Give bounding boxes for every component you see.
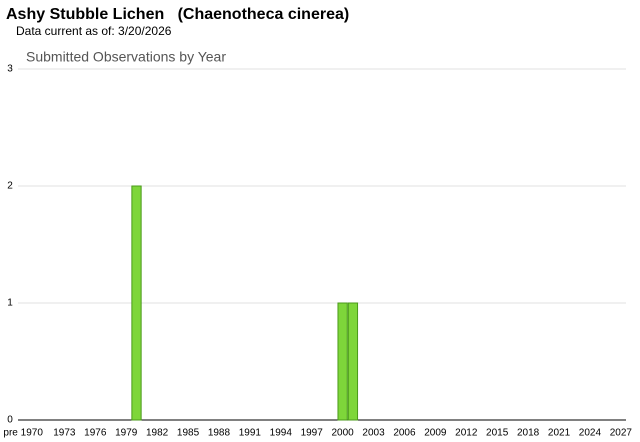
- x-tick-label: 2027: [610, 428, 633, 439]
- x-tick-label: 2021: [548, 428, 571, 439]
- x-tick-label: 2024: [579, 428, 602, 439]
- x-tick-label: 1982: [146, 428, 169, 439]
- x-tick-label: 1976: [84, 428, 107, 439]
- y-tick-label: 1: [7, 298, 13, 309]
- bar: [347, 302, 359, 421]
- x-tick-label: 1997: [301, 428, 324, 439]
- y-tick-label: 2: [7, 181, 13, 192]
- x-tick-label: 2003: [362, 428, 385, 439]
- x-tick-label: 2015: [486, 428, 509, 439]
- y-tick-label: 0: [7, 415, 13, 426]
- x-tick-label: pre 1970: [3, 428, 43, 439]
- x-tick-label: 2009: [424, 428, 447, 439]
- data-date: Data current as of: 3/20/2026: [16, 24, 172, 38]
- bar: [131, 185, 142, 421]
- bar: [337, 302, 348, 421]
- x-tick-label: 2012: [455, 428, 478, 439]
- x-tick-label: 1979: [115, 428, 138, 439]
- y-tick-label: 3: [7, 64, 13, 75]
- x-tick-label: 2018: [517, 428, 540, 439]
- page-title: Ashy Stubble Lichen (Chaenotheca cinerea…: [6, 6, 349, 23]
- x-tick-label: 2006: [393, 428, 416, 439]
- x-tick-label: 1994: [270, 428, 293, 439]
- x-tick-label: 2000: [331, 428, 354, 439]
- x-tick-label: 1991: [239, 428, 262, 439]
- x-tick-label: 1973: [53, 428, 76, 439]
- chart-title: Submitted Observations by Year: [26, 49, 226, 65]
- x-tick-label: 1988: [208, 428, 231, 439]
- x-tick-label: 1985: [177, 428, 200, 439]
